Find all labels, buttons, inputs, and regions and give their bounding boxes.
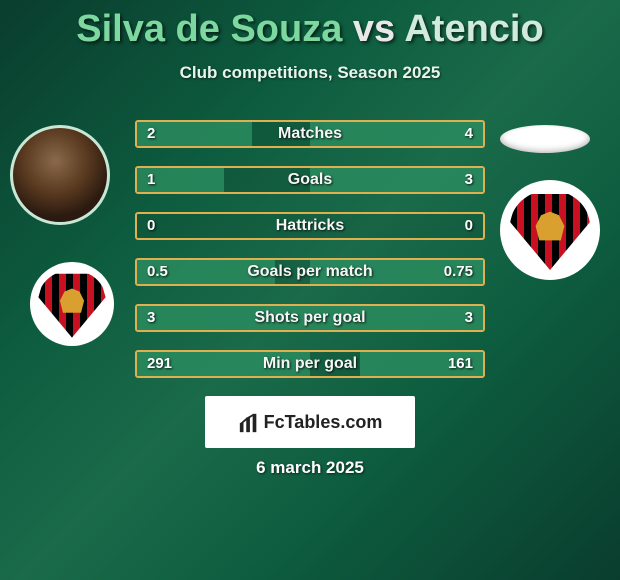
fctables-branding: FcTables.com <box>205 396 415 448</box>
stat-label: Shots per goal <box>137 306 483 330</box>
player1-avatar <box>10 125 110 225</box>
stat-row: 0.50.75Goals per match <box>135 258 485 286</box>
stat-label: Min per goal <box>137 352 483 376</box>
stat-label: Matches <box>137 122 483 146</box>
fctables-logo-icon <box>238 412 260 434</box>
stat-label: Goals <box>137 168 483 192</box>
stats-container: 24Matches 13Goals 00Hattricks 0.50.75Goals … <box>135 120 485 396</box>
player2-avatar-placeholder <box>500 125 590 153</box>
date-text: 6 march 2025 <box>0 458 620 478</box>
stat-row: 33Shots per goal <box>135 304 485 332</box>
subtitle: Club competitions, Season 2025 <box>0 63 620 83</box>
player2-name: Atencio <box>404 8 543 50</box>
stat-label: Hattricks <box>137 214 483 238</box>
comparison-title: Silva de Souza vs Atencio <box>0 0 620 51</box>
stat-row: 00Hattricks <box>135 212 485 240</box>
stat-row: 24Matches <box>135 120 485 148</box>
stat-label: Goals per match <box>137 260 483 284</box>
player1-club-badge <box>30 262 114 346</box>
stat-row: 291161Min per goal <box>135 350 485 378</box>
player2-club-badge <box>500 180 600 280</box>
player1-name: Silva de Souza <box>76 8 342 50</box>
branding-text: FcTables.com <box>264 412 383 432</box>
stat-row: 13Goals <box>135 166 485 194</box>
vs-text: vs <box>353 8 395 50</box>
